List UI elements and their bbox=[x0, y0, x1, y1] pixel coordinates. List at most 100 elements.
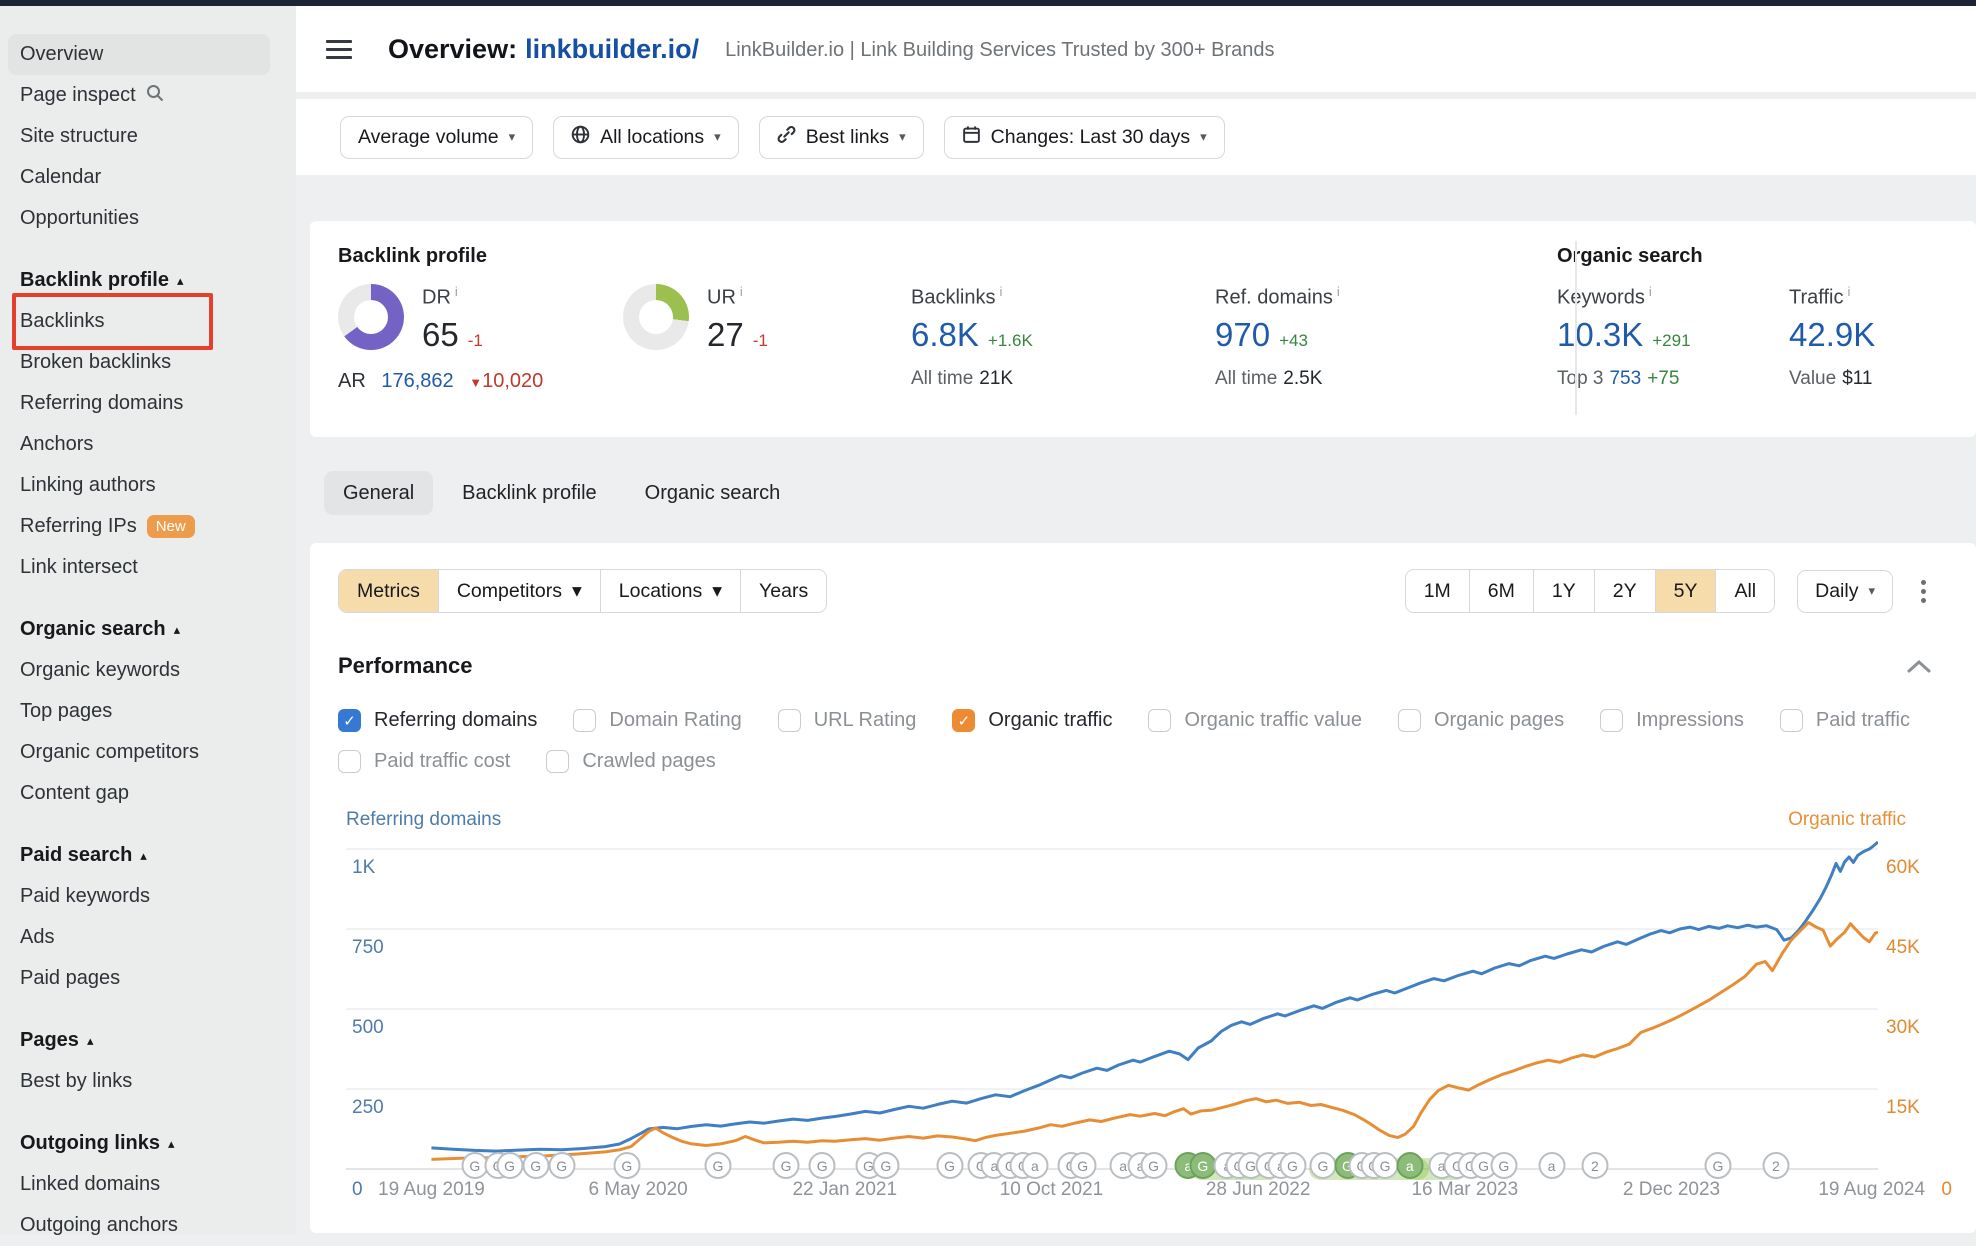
checkbox-impressions[interactable]: Impressions bbox=[1600, 709, 1744, 732]
chart-event-marker[interactable]: G bbox=[1704, 1152, 1731, 1179]
chart-event-marker[interactable]: a bbox=[1396, 1152, 1423, 1179]
info-icon[interactable]: i bbox=[1337, 284, 1340, 299]
sidebar-item-ads[interactable]: Ads bbox=[0, 917, 296, 958]
filter-button-changes-last-30-days[interactable]: Changes: Last 30 days▾ bbox=[944, 116, 1225, 159]
sidebar-item-linked-domains[interactable]: Linked domains bbox=[0, 1164, 296, 1205]
sidebar-item-broken-backlinks[interactable]: Broken backlinks bbox=[0, 342, 296, 383]
sidebar-item-label: Organic competitors bbox=[20, 741, 199, 764]
checkbox-organic-traffic[interactable]: ✓Organic traffic bbox=[952, 709, 1112, 732]
sidebar-section-organic-search[interactable]: Organic search▴ bbox=[0, 609, 296, 650]
chart-event-marker[interactable]: G bbox=[613, 1152, 640, 1179]
range-button-2y[interactable]: 2Y bbox=[1594, 570, 1655, 612]
interval-dropdown[interactable]: Daily▾ bbox=[1797, 570, 1893, 613]
chart-event-marker[interactable]: G bbox=[1189, 1152, 1216, 1179]
tab-organic-search[interactable]: Organic search bbox=[626, 471, 800, 515]
sidebar-item-backlinks[interactable]: Backlinks bbox=[0, 301, 296, 342]
years-button[interactable]: Years bbox=[740, 570, 826, 612]
sidebar-item-outgoing-anchors[interactable]: Outgoing anchors bbox=[0, 1205, 296, 1246]
keywords-value[interactable]: 10.3K bbox=[1557, 316, 1643, 353]
sidebar: OverviewPage inspectSite structureCalend… bbox=[0, 6, 296, 1234]
checkbox-paid-traffic-cost[interactable]: Paid traffic cost bbox=[338, 750, 510, 773]
sidebar-item-label: Content gap bbox=[20, 782, 129, 805]
sidebar-item-anchors[interactable]: Anchors bbox=[0, 424, 296, 465]
menu-hamburger-icon[interactable] bbox=[326, 35, 352, 64]
sidebar-item-paid-pages[interactable]: Paid pages bbox=[0, 958, 296, 999]
page-title-domain-link[interactable]: linkbuilder.io/ bbox=[525, 34, 699, 64]
sidebar-item-linking-authors[interactable]: Linking authors bbox=[0, 465, 296, 506]
chart-event-marker[interactable]: G bbox=[1309, 1152, 1336, 1179]
metrics-button[interactable]: Metrics bbox=[339, 570, 438, 612]
sidebar-item-organic-keywords[interactable]: Organic keywords bbox=[0, 650, 296, 691]
chart-event-marker[interactable]: G bbox=[496, 1152, 523, 1179]
checkbox-organic-traffic-value[interactable]: Organic traffic value bbox=[1148, 709, 1362, 732]
chart-event-marker[interactable]: G bbox=[548, 1152, 575, 1179]
backlinks-delta: +1.6K bbox=[988, 331, 1033, 350]
range-button-5y[interactable]: 5Y bbox=[1655, 570, 1716, 612]
ref-domains-value[interactable]: 970 bbox=[1215, 316, 1270, 353]
chart-event-marker[interactable]: G bbox=[522, 1152, 549, 1179]
range-button-all[interactable]: All bbox=[1715, 570, 1774, 612]
checkbox-organic-pages[interactable]: Organic pages bbox=[1398, 709, 1564, 732]
top3-link[interactable]: 753 bbox=[1609, 368, 1641, 389]
tab-general[interactable]: General bbox=[324, 471, 433, 515]
sidebar-item-referring-ips[interactable]: Referring IPsNew bbox=[0, 506, 296, 547]
checkbox-domain-rating[interactable]: Domain Rating bbox=[573, 709, 741, 732]
performance-title: Performance bbox=[338, 653, 473, 679]
sidebar-item-content-gap[interactable]: Content gap bbox=[0, 773, 296, 814]
checkbox-url-rating[interactable]: URL Rating bbox=[778, 709, 917, 732]
chart-event-marker[interactable]: G bbox=[1372, 1152, 1399, 1179]
filter-button-average-volume[interactable]: Average volume▾ bbox=[340, 116, 533, 159]
info-icon[interactable]: i bbox=[1847, 284, 1850, 299]
chart-event-marker[interactable]: G bbox=[872, 1152, 899, 1179]
chart-event-marker[interactable]: G bbox=[1069, 1152, 1096, 1179]
info-icon[interactable]: i bbox=[455, 284, 458, 299]
chart-event-marker[interactable]: a bbox=[1538, 1152, 1565, 1179]
range-button-1m[interactable]: 1M bbox=[1406, 570, 1469, 612]
chart-event-marker[interactable]: G bbox=[1279, 1152, 1306, 1179]
chart-event-marker[interactable]: G bbox=[1140, 1152, 1167, 1179]
y-axis-left-tick: 500 bbox=[352, 1017, 384, 1039]
range-button-1y[interactable]: 1Y bbox=[1533, 570, 1594, 612]
sidebar-item-site-structure[interactable]: Site structure bbox=[0, 116, 296, 157]
filter-button-best-links[interactable]: Best links▾ bbox=[759, 116, 924, 159]
backlinks-value[interactable]: 6.8K bbox=[911, 316, 979, 353]
checkbox-crawled-pages[interactable]: Crawled pages bbox=[546, 750, 715, 773]
sidebar-item-organic-competitors[interactable]: Organic competitors bbox=[0, 732, 296, 773]
range-button-6m[interactable]: 6M bbox=[1469, 570, 1533, 612]
sidebar-section-backlink-profile[interactable]: Backlink profile▴ bbox=[0, 260, 296, 301]
traffic-value[interactable]: 42.9K bbox=[1789, 316, 1875, 353]
sidebar-item-top-pages[interactable]: Top pages bbox=[0, 691, 296, 732]
chart-event-marker[interactable]: 2 bbox=[1581, 1152, 1608, 1179]
chart-event-marker[interactable]: G bbox=[705, 1152, 732, 1179]
kebab-menu-icon[interactable] bbox=[1915, 574, 1932, 609]
sidebar-item-calendar[interactable]: Calendar bbox=[0, 157, 296, 198]
checkbox-paid-traffic[interactable]: Paid traffic bbox=[1780, 709, 1910, 732]
checkbox-box-icon bbox=[1600, 709, 1623, 732]
checkbox-referring-domains[interactable]: ✓Referring domains bbox=[338, 709, 537, 732]
sidebar-item-best-by-links[interactable]: Best by links bbox=[0, 1061, 296, 1102]
filter-button-all-locations[interactable]: All locations▾ bbox=[553, 116, 739, 159]
competitors-button[interactable]: Competitors▾ bbox=[438, 570, 600, 612]
chart-event-marker[interactable]: G bbox=[936, 1152, 963, 1179]
info-icon[interactable]: i bbox=[999, 284, 1002, 299]
chart-event-marker[interactable]: 2 bbox=[1762, 1152, 1789, 1179]
info-icon[interactable]: i bbox=[740, 284, 743, 299]
sidebar-item-opportunities[interactable]: Opportunities bbox=[0, 198, 296, 239]
sidebar-item-page-inspect[interactable]: Page inspect bbox=[0, 75, 296, 116]
chart-event-marker[interactable]: a bbox=[1021, 1152, 1048, 1179]
sidebar-item-link-intersect[interactable]: Link intersect bbox=[0, 547, 296, 588]
sidebar-section-outgoing-links[interactable]: Outgoing links▴ bbox=[0, 1123, 296, 1164]
sidebar-item-paid-keywords[interactable]: Paid keywords bbox=[0, 876, 296, 917]
chart-event-marker[interactable]: G bbox=[809, 1152, 836, 1179]
tab-backlink-profile[interactable]: Backlink profile bbox=[443, 471, 616, 515]
locations-button[interactable]: Locations▾ bbox=[600, 570, 740, 612]
chart-event-marker[interactable]: G bbox=[1490, 1152, 1517, 1179]
sidebar-item-referring-domains[interactable]: Referring domains bbox=[0, 383, 296, 424]
collapse-chevron-icon[interactable] bbox=[1906, 658, 1932, 674]
sidebar-section-pages[interactable]: Pages▴ bbox=[0, 1020, 296, 1061]
sidebar-section-paid-search[interactable]: Paid search▴ bbox=[0, 835, 296, 876]
info-icon[interactable]: i bbox=[1649, 284, 1652, 299]
chart-event-marker[interactable]: G bbox=[773, 1152, 800, 1179]
sidebar-item-overview[interactable]: Overview bbox=[0, 34, 296, 75]
ar-value-link[interactable]: 176,862 bbox=[381, 370, 453, 392]
